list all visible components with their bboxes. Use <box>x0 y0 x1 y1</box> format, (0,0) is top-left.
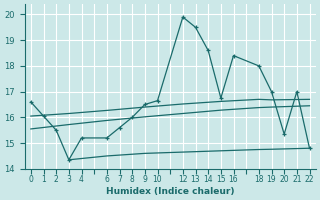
X-axis label: Humidex (Indice chaleur): Humidex (Indice chaleur) <box>106 187 235 196</box>
